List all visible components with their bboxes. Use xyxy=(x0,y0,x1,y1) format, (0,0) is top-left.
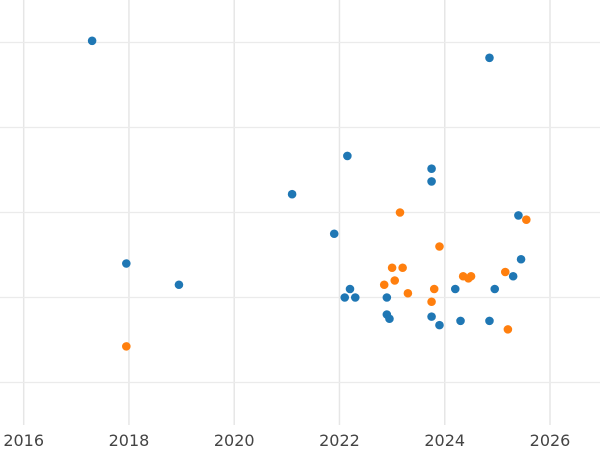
x-tick-label: 2018 xyxy=(109,431,150,450)
data-point-series2-12 xyxy=(466,271,476,281)
x-tick-label: 2026 xyxy=(530,431,571,450)
data-point-series1-14 xyxy=(427,312,436,321)
data-point-series1-7 xyxy=(345,284,355,294)
data-point-series1-17 xyxy=(456,316,465,326)
data-point-series2-3 xyxy=(390,276,400,285)
data-point-series1-3 xyxy=(287,189,297,199)
data-point-series1-20 xyxy=(490,284,500,294)
data-point-series1-12 xyxy=(427,164,436,174)
data-point-series2-1 xyxy=(379,280,389,290)
data-point-series2-5 xyxy=(398,263,407,273)
data-point-series1-5 xyxy=(343,151,352,161)
data-point-series1-19 xyxy=(485,316,494,326)
data-point-series2-2 xyxy=(387,263,397,273)
data-point-series1-1 xyxy=(122,259,131,268)
data-point-series1-4 xyxy=(329,229,339,239)
data-point-series1-15 xyxy=(435,320,444,330)
data-point-series2-4 xyxy=(395,208,405,217)
grid xyxy=(0,0,600,425)
data-point-series1-22 xyxy=(514,211,523,220)
data-point-series1-8 xyxy=(350,293,360,302)
x-tick-label: 2020 xyxy=(214,431,255,450)
data-point-series2-15 xyxy=(522,215,531,225)
data-point-series2-14 xyxy=(503,325,513,334)
data-point-series1-18 xyxy=(485,53,494,63)
data-point-series1-11 xyxy=(385,314,394,324)
data-point-series2-6 xyxy=(403,288,413,298)
data-point-series1-0 xyxy=(87,36,97,46)
data-point-series2-8 xyxy=(429,284,439,294)
data-point-series1-16 xyxy=(450,284,460,294)
data-point-series1-21 xyxy=(508,271,518,281)
x-axis-ticks: 2016 2018 2020 2022 2024 2026 xyxy=(3,431,570,450)
data-point-series1-2 xyxy=(174,280,184,290)
x-tick-label: 2022 xyxy=(319,431,360,450)
data-point-series2-7 xyxy=(427,297,436,307)
data-point-series1-23 xyxy=(516,254,526,264)
data-point-series2-9 xyxy=(435,242,444,251)
x-tick-label: 2024 xyxy=(424,431,465,450)
data-point-series2-0 xyxy=(122,342,131,351)
data-point-series2-13 xyxy=(500,267,510,277)
x-tick-label: 2016 xyxy=(3,431,44,450)
data-point-series1-13 xyxy=(427,177,436,186)
data-point-series1-6 xyxy=(340,293,350,302)
data-point-series1-9 xyxy=(382,293,392,302)
data-points xyxy=(87,36,531,351)
